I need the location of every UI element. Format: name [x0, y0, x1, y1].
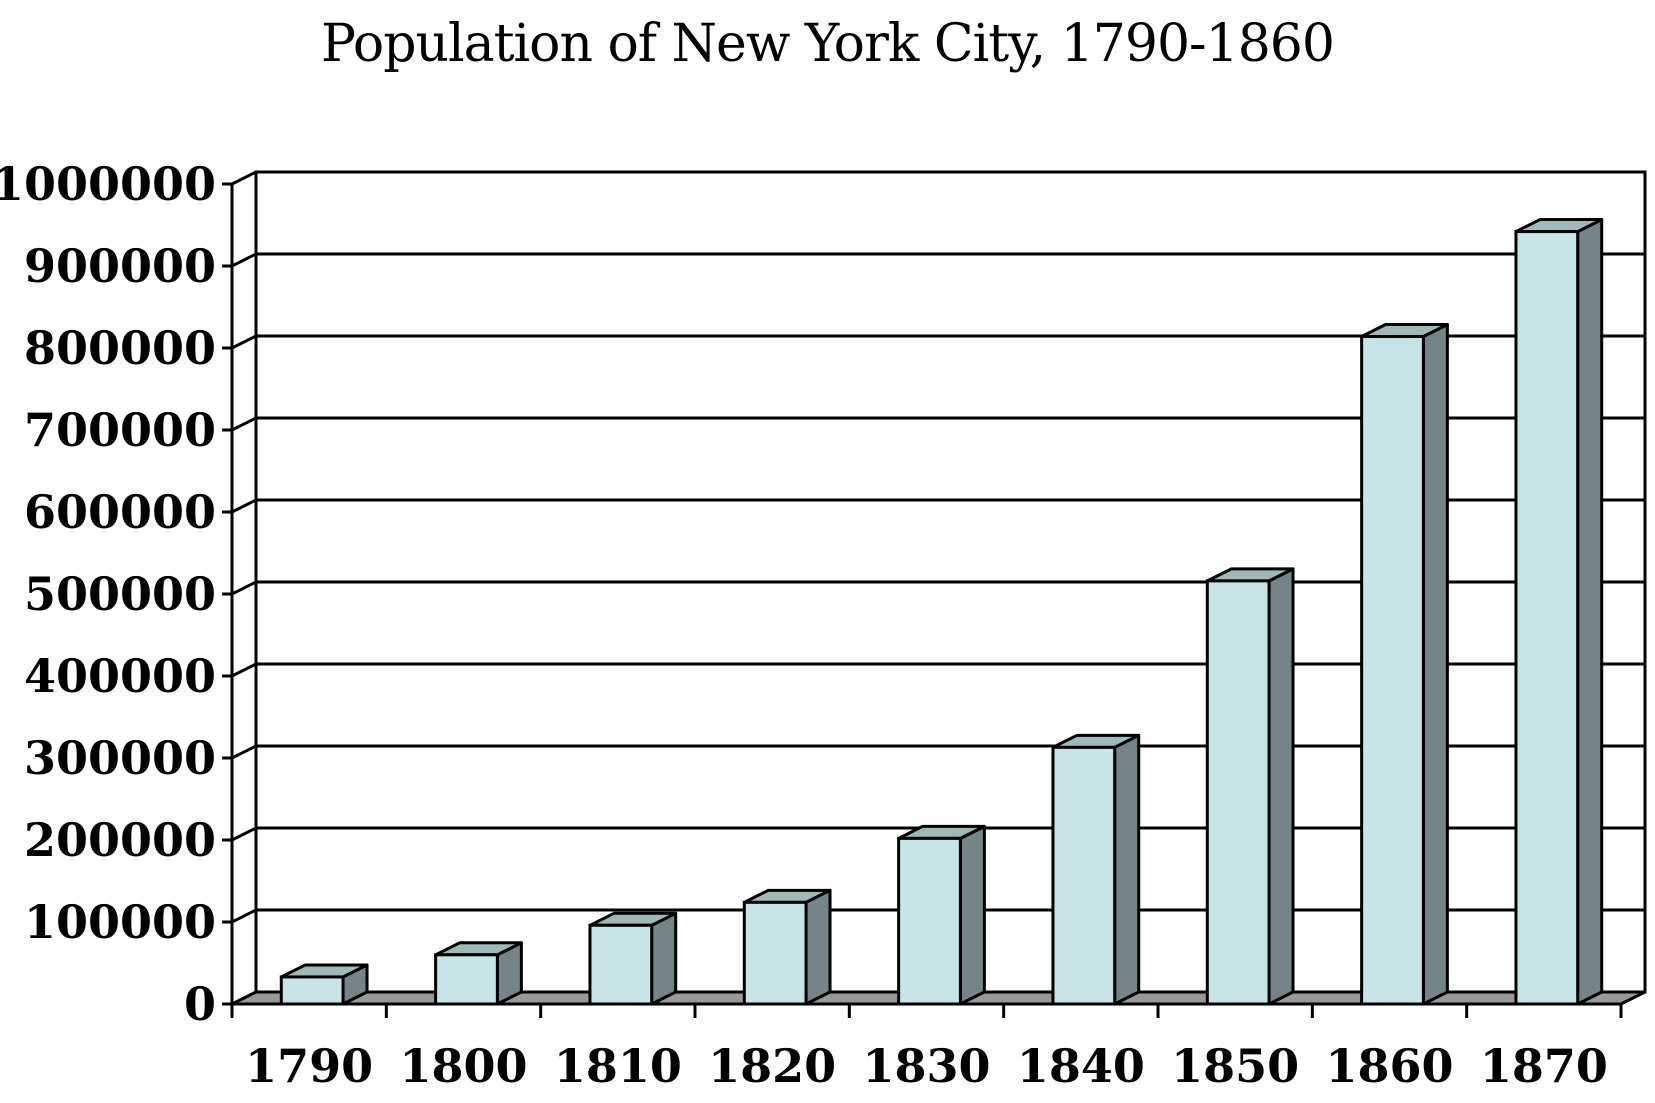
chart-title: Population of New York City, 1790-1860	[321, 14, 1335, 74]
x-tick-label: 1820	[708, 1039, 836, 1093]
y-tick-label: 1000000	[0, 157, 216, 211]
y-tick-label: 400000	[24, 649, 216, 703]
x-axis: 1790 1800 1810 1820 1830 1840 1850 1860 1870	[230, 1002, 1623, 1093]
y-axis: 0 100000 200000 300000 400000 500000 600000 700…	[0, 157, 257, 1031]
bar-1830	[897, 824, 986, 1006]
y-tick-label: 500000	[24, 567, 216, 621]
bar-1840	[1051, 733, 1141, 1006]
y-tick-label: 700000	[24, 403, 216, 457]
bar-1850	[1205, 567, 1295, 1006]
x-tick-label: 1860	[1325, 1039, 1453, 1093]
x-tick-label: 1870	[1480, 1039, 1608, 1093]
x-tick-label: 1800	[399, 1039, 527, 1093]
y-tick-label: 300000	[24, 731, 216, 785]
bars	[279, 218, 1604, 1006]
bar-1860	[1360, 323, 1449, 1006]
y-tick-label: 100000	[24, 895, 216, 949]
x-tick-label: 1810	[554, 1039, 682, 1093]
bar-1820	[742, 888, 832, 1006]
bar-1810	[588, 911, 678, 1006]
y-tick-label: 900000	[24, 239, 216, 293]
x-tick-label: 1850	[1171, 1039, 1299, 1093]
y-tick-label: 600000	[24, 485, 216, 539]
bar-1790	[279, 963, 369, 1006]
x-tick-label: 1840	[1017, 1039, 1145, 1093]
bar-1800	[434, 941, 523, 1006]
y-tick-label: 0	[184, 977, 216, 1031]
x-tick-label: 1830	[862, 1039, 990, 1093]
y-tick-label: 800000	[24, 321, 216, 375]
y-tick-label: 200000	[24, 813, 216, 867]
x-tick-label: 1790	[245, 1039, 373, 1093]
bar-1870	[1514, 218, 1604, 1006]
